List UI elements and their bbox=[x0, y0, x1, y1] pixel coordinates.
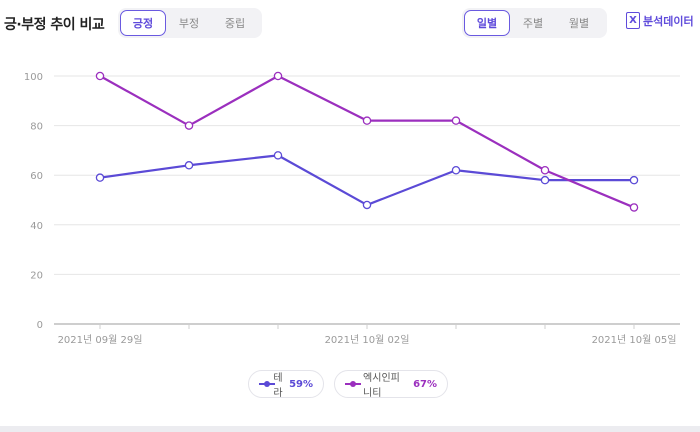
data-point bbox=[451, 165, 461, 175]
data-point bbox=[184, 161, 194, 170]
legend-label: 테라 bbox=[273, 373, 283, 399]
period-filter: 일별 주별 월별 bbox=[462, 8, 607, 38]
chart-title: 긍·부정 추이 비교 bbox=[4, 17, 105, 33]
y-tick-label: 0 bbox=[37, 320, 43, 331]
x-tick-label: 2021년 10월 02일 bbox=[325, 334, 410, 346]
axes: 0 20 40 60 80 100 2021년 09월 29일 2021년 10월 02일 20… bbox=[24, 72, 680, 346]
legend-share: 67% bbox=[413, 378, 437, 390]
y-tick-label: 20 bbox=[30, 270, 43, 281]
series-line bbox=[99, 154, 634, 207]
tab-negative[interactable]: 부정 bbox=[178, 17, 200, 30]
data-point bbox=[184, 121, 194, 130]
data-point bbox=[362, 116, 372, 125]
data-point bbox=[540, 175, 550, 185]
data-point bbox=[95, 71, 105, 81]
legend-marker-icon bbox=[345, 379, 361, 389]
tab-positive[interactable]: 긍정 bbox=[120, 10, 166, 36]
data-point bbox=[95, 173, 105, 182]
data-point bbox=[273, 71, 283, 81]
legend-marker-icon bbox=[259, 379, 275, 389]
tab-daily[interactable]: 일별 bbox=[464, 10, 510, 36]
data-point bbox=[273, 151, 283, 160]
series bbox=[95, 71, 639, 212]
x-tick-label: 2021년 10월 05일 bbox=[592, 334, 677, 346]
excel-icon: X bbox=[626, 12, 640, 29]
bottom-divider bbox=[0, 426, 700, 432]
y-tick-label: 80 bbox=[30, 122, 43, 133]
data-point bbox=[540, 165, 550, 175]
tab-weekly[interactable]: 주별 bbox=[522, 17, 544, 30]
legend-item-axie[interactable]: 엑시인피니티 67% bbox=[334, 370, 448, 399]
data-point bbox=[451, 116, 461, 125]
sentiment-filter: 긍정 부정 중립 bbox=[118, 8, 262, 38]
export-data-button[interactable]: X 분석데이터 bbox=[626, 12, 694, 29]
grid bbox=[54, 75, 680, 275]
tab-neutral[interactable]: 중립 bbox=[224, 17, 246, 30]
y-tick-label: 100 bbox=[24, 72, 43, 83]
x-tick-label: 2021년 09월 29일 bbox=[58, 334, 143, 346]
series-line bbox=[99, 74, 635, 209]
y-tick-label: 60 bbox=[30, 171, 43, 182]
data-point bbox=[629, 175, 639, 185]
legend-label: 엑시인피니티 bbox=[363, 373, 400, 399]
tab-monthly[interactable]: 월별 bbox=[568, 17, 590, 30]
data-point bbox=[629, 203, 639, 212]
y-tick-label: 40 bbox=[30, 221, 43, 232]
legend-share: 59% bbox=[289, 378, 313, 390]
data-point bbox=[362, 200, 372, 210]
legend-item-tera[interactable]: 테라 59% bbox=[248, 370, 324, 399]
export-data-label: 분석데이터 bbox=[643, 14, 694, 28]
